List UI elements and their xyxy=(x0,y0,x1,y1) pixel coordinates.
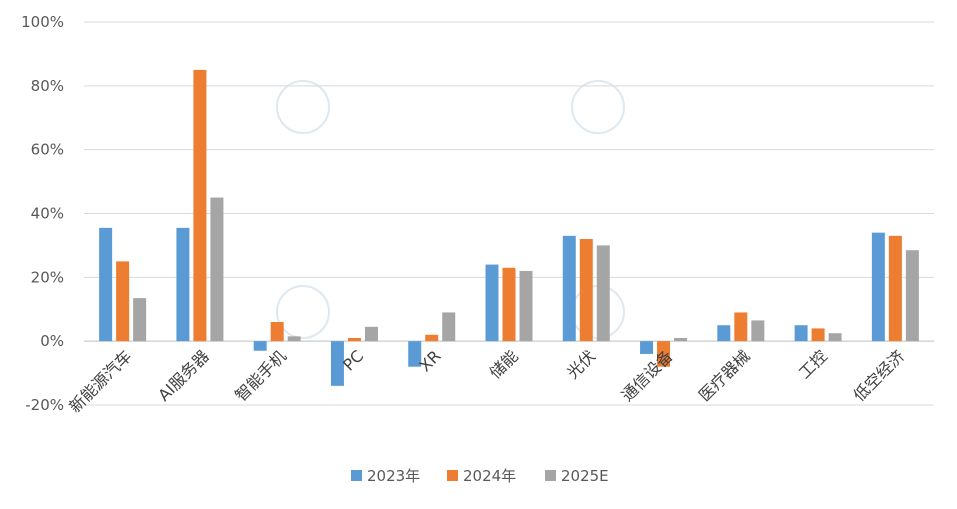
bar-1-4 xyxy=(330,341,344,386)
bar-3-10 xyxy=(828,333,842,342)
bar-3-7 xyxy=(596,245,610,342)
legend-item: 2025E xyxy=(545,467,609,485)
legend-item: 2023年 xyxy=(351,467,420,485)
bar-1-2 xyxy=(176,227,190,342)
bar-1-5 xyxy=(408,341,422,367)
y-tick-label: 20% xyxy=(31,268,64,286)
x-axis-labels: 新能源汽车 AI服务器 智能手机 PC XR 储能 光伏 通信设备 医疗器械 工控 低空经济 xyxy=(65,346,908,416)
bar-2-5 xyxy=(425,334,439,342)
bar-1-1 xyxy=(99,227,113,342)
bar-3-8 xyxy=(674,337,688,342)
legend-label: 2023年 xyxy=(367,467,420,485)
bar-2-9 xyxy=(734,312,748,342)
bar-3-2 xyxy=(210,197,224,342)
legend-swatch xyxy=(447,470,458,481)
y-tick-label: 0% xyxy=(40,332,64,350)
x-category-label: 储能 xyxy=(486,346,522,382)
y-tick-label: 100% xyxy=(21,13,64,31)
bar-1-11 xyxy=(871,232,885,342)
legend-swatch xyxy=(351,470,362,481)
bar-3-4 xyxy=(364,326,378,342)
bar-2-3 xyxy=(270,322,284,342)
y-tick-label: -20% xyxy=(25,396,64,414)
grid-lines xyxy=(84,21,934,406)
x-category-label: 医疗器械 xyxy=(695,346,754,405)
bar-1-10 xyxy=(794,325,808,342)
bar-2-4 xyxy=(347,337,361,342)
legend: 2023年 2024年 2025E xyxy=(351,467,609,485)
bar-3-11 xyxy=(905,250,919,342)
bar-2-2 xyxy=(193,69,207,342)
y-tick-label: 60% xyxy=(31,141,64,159)
bar-3-1 xyxy=(133,298,147,342)
bar-3-6 xyxy=(519,270,533,342)
bar-1-3 xyxy=(253,341,267,351)
x-category-label: AI服务器 xyxy=(154,346,212,404)
x-category-label: 低空经济 xyxy=(849,346,908,405)
bars xyxy=(99,69,919,386)
x-category-label: 工控 xyxy=(795,346,831,382)
bar-2-10 xyxy=(811,328,825,342)
bar-3-9 xyxy=(751,320,765,342)
bar-3-3 xyxy=(287,336,301,342)
x-category-label: 新能源汽车 xyxy=(65,346,135,416)
bar-1-9 xyxy=(717,325,731,342)
bar-2-6 xyxy=(502,267,516,342)
bar-1-7 xyxy=(562,235,576,342)
bar-2-11 xyxy=(888,235,902,342)
bar-3-5 xyxy=(442,312,456,342)
bar-2-8 xyxy=(657,341,671,367)
legend-label: 2025E xyxy=(561,467,609,485)
legend-label: 2024年 xyxy=(463,467,516,485)
x-category-label: 通信设备 xyxy=(618,346,677,405)
y-tick-label: 80% xyxy=(31,77,64,95)
x-category-label: 光伏 xyxy=(563,346,599,382)
bar-2-1 xyxy=(116,261,130,342)
x-category-label: 智能手机 xyxy=(231,346,290,405)
legend-item: 2024年 xyxy=(447,467,516,485)
y-tick-label: 40% xyxy=(31,205,64,223)
bar-1-8 xyxy=(640,341,654,354)
bar-2-7 xyxy=(579,239,593,342)
bar-1-6 xyxy=(485,264,499,342)
legend-swatch xyxy=(545,470,556,481)
y-axis: -20% 0% 20% 40% 60% 80% 100% xyxy=(21,13,64,414)
